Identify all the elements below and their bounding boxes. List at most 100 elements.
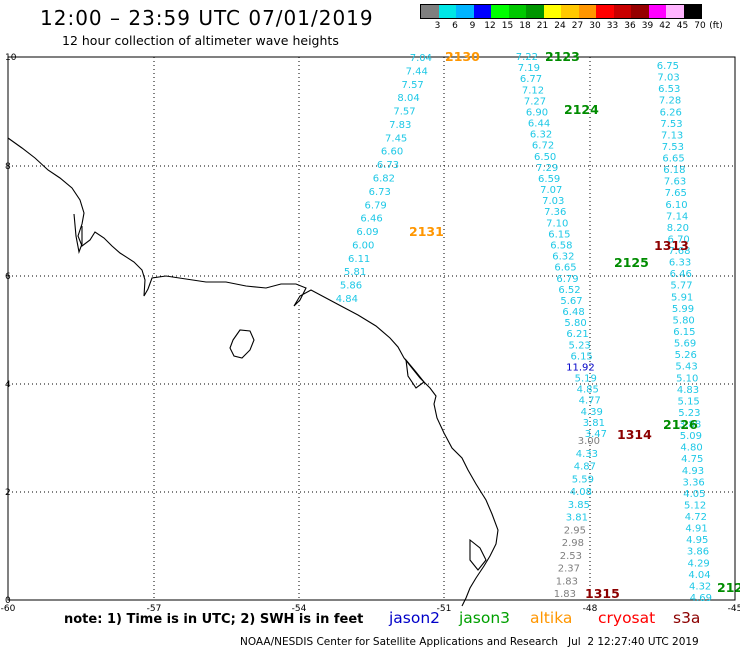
- swh-value: 4.93: [682, 466, 704, 477]
- swh-value: 3.00: [578, 436, 600, 447]
- scale-label: 27: [571, 21, 584, 31]
- longitude-label: -51: [437, 604, 452, 614]
- scale-label: 30: [589, 21, 601, 31]
- swh-value: 7.68: [668, 246, 690, 257]
- scale-label: 12: [484, 21, 496, 31]
- swh-value: 6.75: [657, 61, 679, 72]
- swh-value: 1.83: [554, 589, 576, 600]
- swh-value: 7.03: [542, 196, 564, 207]
- swh-value: 4.32: [689, 581, 711, 592]
- estuary-path: [405, 358, 425, 389]
- swh-value: 5.15: [678, 396, 700, 407]
- coastline: [7, 137, 499, 607]
- swh-value: 6.58: [550, 241, 572, 252]
- pass-number-label: 212: [717, 580, 740, 595]
- swh-value: 6.90: [526, 107, 548, 118]
- swh-value: 6.26: [660, 107, 682, 118]
- swh-value: 7.45: [385, 133, 407, 144]
- swh-value: 4.95: [686, 535, 708, 546]
- pass-number-label: 2125: [614, 255, 649, 270]
- longitude-label: -57: [147, 604, 162, 614]
- island-path: [229, 329, 255, 359]
- swh-value: 6.60: [381, 147, 403, 158]
- swh-value: 5.69: [674, 339, 696, 350]
- scale-label: 3: [434, 21, 441, 31]
- swh-value: 5.10: [676, 373, 698, 384]
- scale-swatch: [666, 5, 684, 18]
- swh-value: 6.72: [532, 141, 554, 152]
- swh-value: 7.13: [661, 130, 683, 141]
- swh-value: 5.80: [673, 315, 695, 326]
- scale-label: 18: [519, 21, 531, 31]
- swh-value: 5.86: [340, 281, 362, 292]
- swh-value: 7.28: [659, 96, 681, 107]
- swh-value: 5.67: [560, 296, 582, 307]
- scale-label: 42: [659, 21, 671, 31]
- swh-value: 7.12: [522, 85, 544, 96]
- map-title: 12:00 – 23:59 UTC 07/01/2019: [40, 6, 374, 30]
- coast-detail-path: [469, 538, 487, 571]
- scale-swatch: [543, 5, 561, 18]
- scale-swatch: [473, 5, 491, 18]
- longitude-label: -60: [1, 604, 16, 614]
- coastline-inlet-path: [73, 213, 83, 255]
- swh-value: 6.73: [377, 160, 399, 171]
- swh-value: 5.81: [344, 267, 366, 278]
- swh-value: 6.21: [566, 329, 588, 340]
- swh-value: 7.57: [402, 80, 424, 91]
- satellite-legend-item: jason2: [389, 609, 441, 627]
- swh-value: 2.37: [558, 564, 580, 575]
- satellite-legend-item: jason3: [459, 609, 511, 627]
- swh-value: 4.69: [690, 593, 712, 604]
- swh-value: 7.14: [666, 211, 688, 222]
- pass-number-label: 2131: [409, 224, 444, 239]
- latitude-label: 0: [5, 596, 11, 606]
- swh-value: 7.07: [540, 185, 562, 196]
- lat-lon-grid: [7, 56, 736, 601]
- swh-value: 6.70: [668, 235, 690, 246]
- swh-value: 7.53: [662, 142, 684, 153]
- swh-value: 5.43: [675, 362, 697, 373]
- swh-value: 11.92: [566, 363, 595, 374]
- scale-swatch: [561, 5, 579, 18]
- swh-value: 7.04: [410, 53, 432, 64]
- swh-value: 6.00: [352, 240, 374, 251]
- longitude-label: -54: [292, 604, 307, 614]
- swh-value: 6.15: [571, 351, 593, 362]
- swh-value: 3.47: [585, 429, 607, 440]
- scale-swatch: [508, 5, 526, 18]
- swh-value: 8.20: [667, 223, 689, 234]
- swh-value: 5.19: [575, 374, 597, 385]
- swh-value: 7.03: [657, 73, 679, 84]
- altimeter-tracks: 7.04 7.44 7.57 8.04 7.57 7.83 7.45 6.60 6.73 6.82…: [336, 49, 740, 604]
- swh-value: 6.77: [520, 74, 542, 85]
- swh-value: 6.46: [670, 269, 692, 280]
- swh-value: 6.44: [528, 119, 550, 130]
- pass-number-label: 2126: [663, 417, 698, 432]
- swh-value: 6.18: [663, 165, 685, 176]
- scale-swatch: [648, 5, 666, 18]
- swh-value: 5.26: [675, 350, 697, 361]
- swh-value: 6.79: [556, 274, 578, 285]
- longitude-label: -45: [728, 604, 740, 614]
- scale-swatch: [421, 5, 439, 18]
- scale-swatch: [438, 5, 456, 18]
- scale-swatch: [683, 5, 701, 18]
- swh-value: 6.82: [373, 174, 395, 185]
- swh-value: 5.59: [572, 474, 594, 485]
- swh-value: 7.57: [393, 107, 415, 118]
- swh-value: 6.09: [356, 227, 378, 238]
- swh-value: 7.63: [664, 177, 686, 188]
- scale-label: 9: [469, 21, 476, 31]
- swh-value: 6.73: [369, 187, 391, 198]
- satellite-legend-item: altika: [530, 609, 573, 627]
- swh-value: 5.99: [672, 304, 694, 315]
- swh-value: 2.53: [560, 551, 582, 562]
- swh-value: 8.04: [397, 93, 419, 104]
- scale-label: 6: [452, 21, 458, 31]
- swh-value: 4.85: [577, 385, 599, 396]
- pass-number-label: 1314: [617, 427, 652, 442]
- swh-value: 4.80: [680, 443, 702, 454]
- latitude-label: 10: [5, 53, 17, 63]
- scale-swatch: [596, 5, 614, 18]
